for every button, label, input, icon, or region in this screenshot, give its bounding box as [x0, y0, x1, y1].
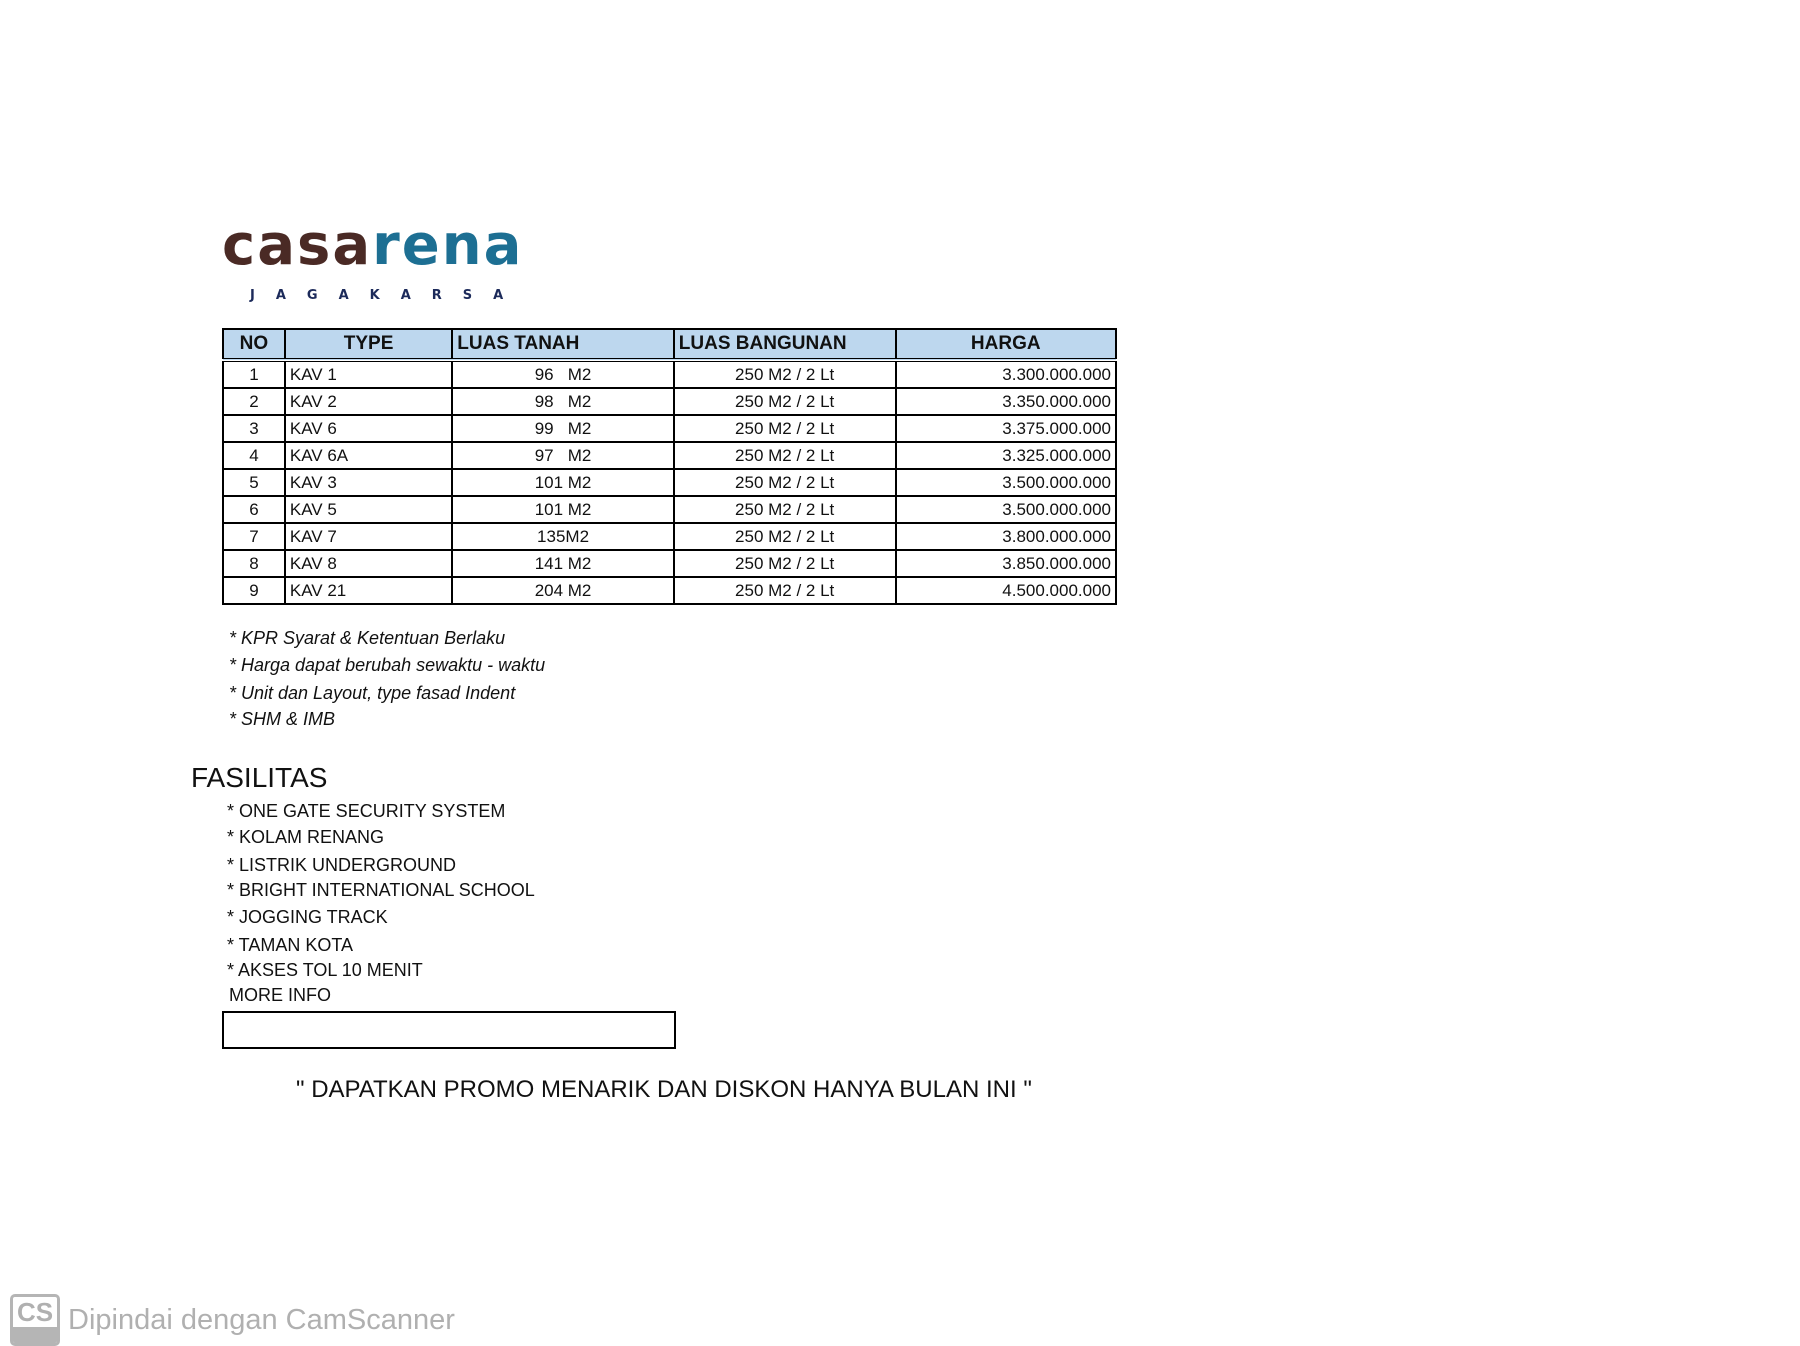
header-luas-bangunan: LUAS BANGUNAN [672, 328, 897, 362]
cell-luas-bangunan: 250 M2 / 2 Lt [672, 495, 897, 524]
cell-luas-bangunan: 250 M2 / 2 Lt [672, 522, 897, 551]
cell-no: 8 [222, 549, 286, 578]
cell-no: 3 [222, 414, 286, 443]
cell-type: KAV 2 [283, 387, 454, 416]
cell-type: KAV 6 [283, 414, 454, 443]
cell-no: 4 [222, 441, 286, 470]
cell-luas-tanah: 96 M2 [451, 359, 675, 389]
table-row: 4 KAV 6A 97 M2 250 M2 / 2 Lt 3.325.000.000 [222, 441, 1118, 470]
header-harga: HARGA [894, 328, 1118, 362]
facility-item: * KOLAM RENANG [227, 827, 385, 847]
cell-harga: 4.500.000.000 [894, 576, 1118, 605]
table-row: 9 KAV 21 204 M2 250 M2 / 2 Lt 4.500.000.000 [222, 576, 1118, 605]
cell-luas-bangunan: 250 M2 / 2 Lt [672, 414, 897, 443]
casarena-logo: casarena [222, 213, 524, 278]
cell-luas-tanah: 101 M2 [451, 495, 675, 524]
cell-harga: 3.800.000.000 [894, 522, 1118, 551]
cell-luas-tanah: 135M2 [451, 522, 675, 551]
cell-type: KAV 8 [283, 549, 454, 578]
cell-no: 2 [222, 387, 286, 416]
note-item: * SHM & IMB [229, 709, 336, 729]
cell-luas-tanah: 101 M2 [451, 468, 675, 497]
table-row: 1 KAV 1 96 M2 250 M2 / 2 Lt 3.300.000.000 [222, 359, 1118, 389]
cell-no: 6 [222, 495, 286, 524]
header-type: TYPE [283, 328, 454, 362]
cell-no: 1 [222, 359, 286, 389]
cell-luas-tanah: 141 M2 [451, 549, 675, 578]
cell-type: KAV 6A [283, 441, 454, 470]
cell-luas-bangunan: 250 M2 / 2 Lt [672, 576, 897, 605]
cell-no: 9 [222, 576, 286, 605]
cell-type: KAV 1 [283, 359, 454, 389]
cell-luas-bangunan: 250 M2 / 2 Lt [672, 359, 897, 389]
cell-luas-tanah: 97 M2 [451, 441, 675, 470]
cell-no: 5 [222, 468, 286, 497]
cell-no: 7 [222, 522, 286, 551]
cell-luas-tanah: 204 M2 [451, 576, 675, 605]
header-no: NO [222, 328, 286, 362]
cell-harga: 3.850.000.000 [894, 549, 1118, 578]
cell-type: KAV 3 [283, 468, 454, 497]
cell-luas-bangunan: 250 M2 / 2 Lt [672, 549, 897, 578]
facility-item: * BRIGHT INTERNATIONAL SCHOOL [227, 880, 535, 900]
table-row: 3 KAV 6 99 M2 250 M2 / 2 Lt 3.375.000.000 [222, 414, 1118, 443]
table-row: 5 KAV 3 101 M2 250 M2 / 2 Lt 3.500.000.000 [222, 468, 1118, 497]
cell-harga: 3.300.000.000 [894, 359, 1118, 389]
watermark-text: Dipindai dengan CamScanner [68, 1303, 455, 1336]
table-row: 6 KAV 5 101 M2 250 M2 / 2 Lt 3.500.000.000 [222, 495, 1118, 524]
logo-subtitle: JAGAKARSA [250, 288, 525, 303]
facility-item: * JOGGING TRACK [227, 907, 388, 927]
facility-item: * LISTRIK UNDERGROUND [227, 855, 457, 875]
cell-type: KAV 7 [283, 522, 454, 551]
facility-item: * AKSES TOL 10 MENIT [227, 960, 423, 980]
more-info-box [222, 1011, 676, 1049]
header-luas-tanah: LUAS TANAH [451, 328, 675, 362]
facility-item: * TAMAN KOTA [227, 935, 354, 955]
camscanner-icon: CS [10, 1294, 60, 1346]
cell-type: KAV 5 [283, 495, 454, 524]
cell-luas-bangunan: 250 M2 / 2 Lt [672, 468, 897, 497]
more-info-label: MORE INFO [229, 985, 331, 1005]
cell-type: KAV 21 [283, 576, 454, 605]
table-header-row: NO TYPE LUAS TANAH LUAS BANGUNAN HARGA [222, 328, 1118, 362]
note-item: * Harga dapat berubah sewaktu - waktu [229, 655, 546, 675]
cell-harga: 3.375.000.000 [894, 414, 1118, 443]
cell-harga: 3.325.000.000 [894, 441, 1118, 470]
cell-harga: 3.500.000.000 [894, 468, 1118, 497]
note-item: * Unit dan Layout, type fasad Indent [229, 683, 516, 703]
price-table: NO TYPE LUAS TANAH LUAS BANGUNAN HARGA 1… [222, 328, 1118, 605]
cell-harga: 3.500.000.000 [894, 495, 1118, 524]
cell-luas-tanah: 98 M2 [451, 387, 675, 416]
cell-luas-bangunan: 250 M2 / 2 Lt [672, 441, 897, 470]
promo-text: " DAPATKAN PROMO MENARIK DAN DISKON HANY… [296, 1076, 1032, 1103]
facilities-title: FASILITAS [191, 762, 328, 793]
cell-luas-tanah: 99 M2 [451, 414, 675, 443]
note-item: * KPR Syarat & Ketentuan Berlaku [229, 628, 506, 648]
facility-item: * ONE GATE SECURITY SYSTEM [227, 801, 506, 821]
table-row: 7 KAV 7 135M2 250 M2 / 2 Lt 3.800.000.000 [222, 522, 1118, 551]
camscanner-watermark: CS Dipindai dengan CamScanner [10, 1294, 455, 1346]
cell-luas-bangunan: 250 M2 / 2 Lt [672, 387, 897, 416]
table-row: 2 KAV 2 98 M2 250 M2 / 2 Lt 3.350.000.000 [222, 387, 1118, 416]
cell-harga: 3.350.000.000 [894, 387, 1118, 416]
table-row: 8 KAV 8 141 M2 250 M2 / 2 Lt 3.850.000.000 [222, 549, 1118, 578]
